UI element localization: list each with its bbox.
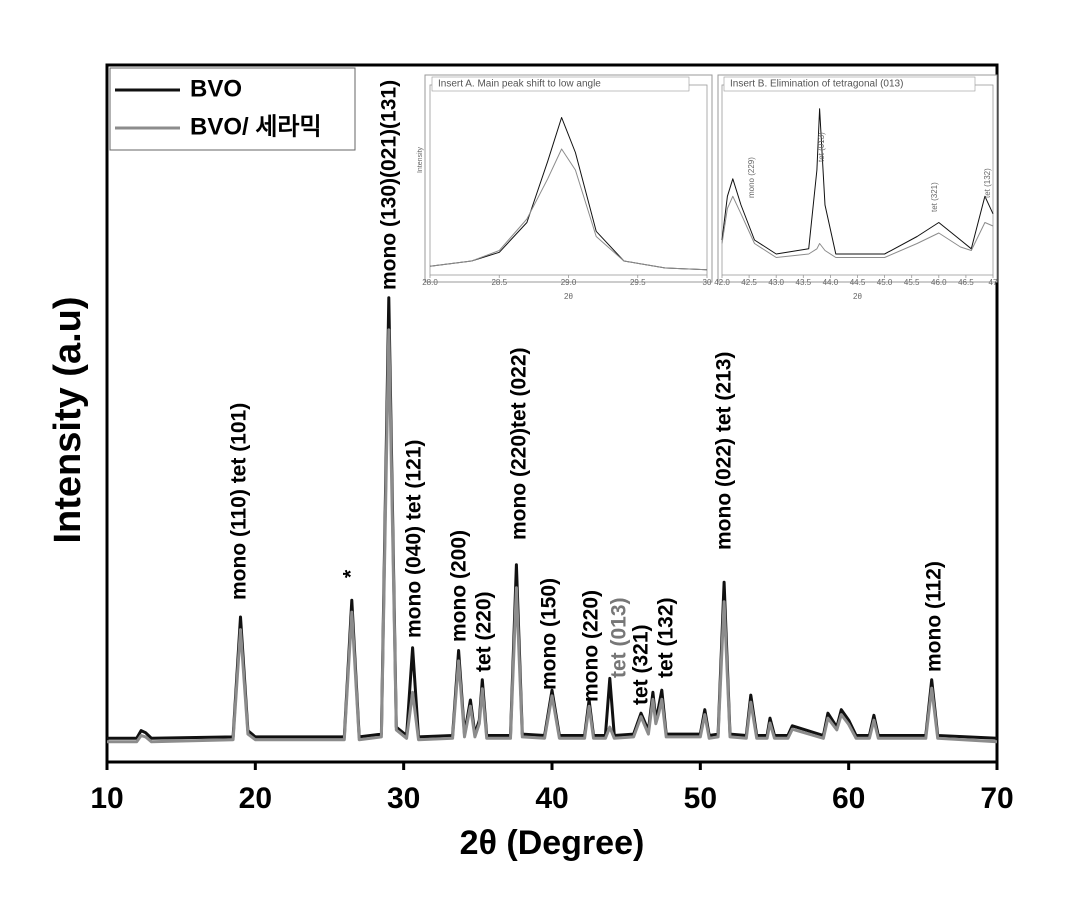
- peak-annotation: tet (321): [930, 182, 939, 212]
- peak-annotation: tet (220): [473, 591, 496, 672]
- peak-annotation: mono (220)tet (022): [508, 347, 531, 540]
- inset-title: Insert B. Elimination of tetragonal (013…: [730, 79, 903, 90]
- peak-annotation: mono (040) tet (121): [403, 440, 426, 638]
- x-tick-label: 29.0: [561, 278, 577, 287]
- peak-annotation: tet (321): [630, 624, 653, 705]
- x-tick-label: 29.5: [630, 278, 646, 287]
- peak-annotation: tet (013): [817, 132, 826, 162]
- x-tick-label: 50: [684, 782, 717, 815]
- x-tick-label: 30: [703, 278, 712, 287]
- x-tick-label: 46.5: [958, 278, 974, 287]
- x-axis-label: 2θ: [853, 292, 862, 301]
- x-tick-label: 43.5: [796, 278, 812, 287]
- inset-frame: [718, 75, 997, 282]
- x-tick-label: 43.0: [768, 278, 784, 287]
- x-tick-label: 28.0: [422, 278, 438, 287]
- peak-annotation: tet (132): [983, 168, 992, 198]
- legend-label: BVO/ 세라믹: [190, 113, 322, 140]
- x-tick-label: 42.5: [741, 278, 757, 287]
- x-tick-label: 47: [989, 278, 998, 287]
- peak-annotation: mono (200): [448, 530, 471, 642]
- x-axis-label: 2θ: [564, 292, 573, 301]
- inset-frame: [425, 75, 712, 282]
- peak-annotation: *: [340, 569, 363, 578]
- x-tick-label: 40: [535, 782, 568, 815]
- y-axis-label: Intensity: [417, 146, 424, 173]
- peak-annotation: tet (013): [608, 597, 631, 678]
- inset-title: Insert A. Main peak shift to low angle: [438, 79, 601, 90]
- x-tick-label: 30: [387, 782, 420, 815]
- x-tick-label: 44.0: [823, 278, 839, 287]
- x-tick-label: 20: [239, 782, 272, 815]
- peak-annotation: mono (130)(021)(131): [378, 80, 401, 290]
- x-tick-label: 46.0: [931, 278, 947, 287]
- x-tick-label: 60: [832, 782, 865, 815]
- x-tick-label: 28.5: [491, 278, 507, 287]
- x-tick-label: 44.5: [850, 278, 866, 287]
- x-tick-label: 70: [980, 782, 1013, 815]
- peak-annotation: mono (022) tet (213): [713, 352, 736, 550]
- legend-label: BVO: [190, 75, 242, 102]
- peak-annotation: mono (110) tet (101): [228, 403, 251, 600]
- peak-annotation: mono (220): [580, 590, 603, 702]
- x-tick-label: 42.0: [714, 278, 730, 287]
- x-tick-label: 10: [90, 782, 123, 815]
- peak-annotation: mono (112): [923, 561, 946, 672]
- x-tick-label: 45.0: [877, 278, 893, 287]
- peak-annotation: mono (150): [538, 578, 561, 690]
- peak-annotation: mono (229): [747, 157, 756, 198]
- y-axis-label: Intensity (a.u): [47, 296, 89, 543]
- x-axis-label: 2θ (Degree): [460, 824, 645, 862]
- peak-annotation: tet (132): [655, 597, 678, 678]
- x-tick-label: 45.5: [904, 278, 920, 287]
